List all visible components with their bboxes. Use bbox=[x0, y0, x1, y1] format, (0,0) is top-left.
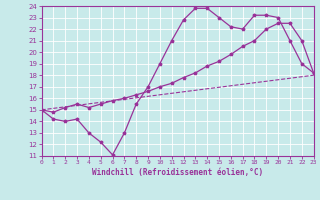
X-axis label: Windchill (Refroidissement éolien,°C): Windchill (Refroidissement éolien,°C) bbox=[92, 168, 263, 177]
